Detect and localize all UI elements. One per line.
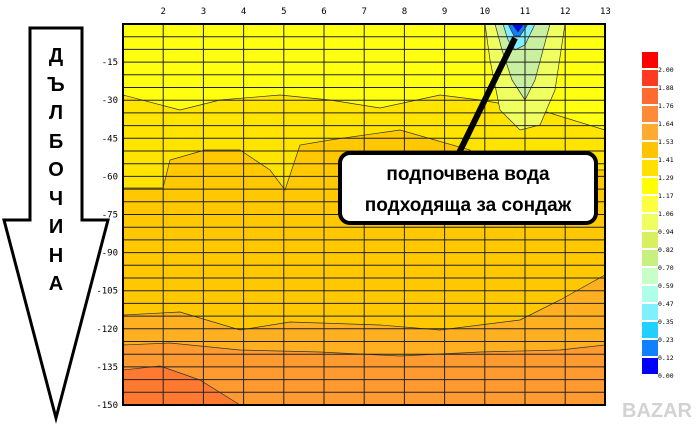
legend-label: 0.94 (658, 228, 674, 236)
x-tick-label: 11 (520, 7, 531, 17)
legend-swatch (642, 340, 658, 356)
y-tick-label: -75 (102, 211, 118, 221)
legend-label: 1.64 (658, 120, 674, 128)
depth-letter: Д (48, 45, 64, 67)
legend-swatch (642, 52, 658, 68)
legend-swatch (642, 304, 658, 320)
y-tick-label: -45 (102, 134, 118, 144)
legend-label: 1.06 (658, 210, 674, 218)
legend-label: 0.00 (658, 372, 674, 380)
callout-box: подпочвена вода подходяща за сондаж (338, 151, 598, 225)
y-tick-label: -90 (102, 249, 118, 259)
legend-swatch (642, 70, 658, 86)
legend-swatch (642, 358, 658, 374)
x-tick-label: 3 (201, 7, 206, 17)
legend-swatch (642, 88, 658, 104)
callout-pointer (455, 36, 518, 157)
x-tick-label: 12 (560, 7, 571, 17)
plot-frame (122, 23, 606, 406)
depth-letter: Ч (48, 187, 64, 210)
x-tick-label: 4 (241, 7, 246, 17)
legend-label: 1.17 (658, 192, 674, 200)
legend-label: 0.47 (658, 300, 674, 308)
legend-swatch (642, 196, 658, 212)
depth-arrow (2, 26, 110, 424)
y-tick-label: -60 (102, 172, 118, 182)
legend-label: 2.00 (658, 66, 674, 74)
x-tick-label: 5 (281, 7, 286, 17)
legend-swatch (642, 214, 658, 230)
legend-swatch (642, 322, 658, 338)
depth-letter: Л (48, 102, 64, 124)
x-tick-label: 7 (361, 7, 366, 17)
legend-label: 0.23 (658, 336, 674, 344)
y-tick-label: -105 (96, 287, 118, 297)
legend-swatch (642, 142, 658, 158)
depth-letter: И (48, 216, 64, 238)
x-tick-label: 10 (479, 7, 490, 17)
legend-label: 1.41 (658, 156, 674, 164)
x-tick-label: 6 (321, 7, 326, 17)
callout-line2: подходяща за сондаж (364, 195, 572, 216)
callout-line1: подпочвена вода (386, 164, 550, 185)
legend-label: 0.35 (658, 318, 674, 326)
depth-letter: Ъ (47, 73, 65, 96)
x-tick-label: 2 (160, 7, 165, 17)
y-tick-label: -15 (102, 58, 118, 68)
legend-swatch (642, 124, 658, 140)
y-tick-label: -120 (96, 325, 118, 335)
y-tick-label: -30 (102, 96, 118, 106)
legend-swatch (642, 232, 658, 248)
legend-swatch (642, 250, 658, 266)
depth-letter: Б (48, 130, 64, 153)
legend-swatch (642, 178, 658, 194)
legend-label: 0.82 (658, 246, 674, 254)
legend-label: 1.53 (658, 138, 674, 146)
legend-swatch (642, 268, 658, 284)
legend-label: 1.76 (658, 102, 674, 110)
depth-letter: Н (48, 244, 64, 267)
x-tick-label: 9 (442, 7, 447, 17)
y-tick-label: -150 (96, 401, 118, 411)
legend-swatch (642, 160, 658, 176)
legend-swatch (642, 106, 658, 122)
legend-label: 0.70 (658, 264, 674, 272)
legend-label: 0.12 (658, 354, 674, 362)
legend-label: 1.29 (658, 174, 674, 182)
x-tick-label: 8 (402, 7, 407, 17)
legend-label: 0.59 (658, 282, 674, 290)
legend-label: 1.88 (658, 84, 674, 92)
x-tick-label: 13 (600, 7, 611, 17)
depth-letter: А (48, 273, 64, 295)
legend-swatch (642, 286, 658, 302)
y-tick-label: -135 (96, 363, 118, 373)
depth-letter: О (48, 159, 64, 181)
watermark-logo: BAZAR (622, 400, 692, 422)
